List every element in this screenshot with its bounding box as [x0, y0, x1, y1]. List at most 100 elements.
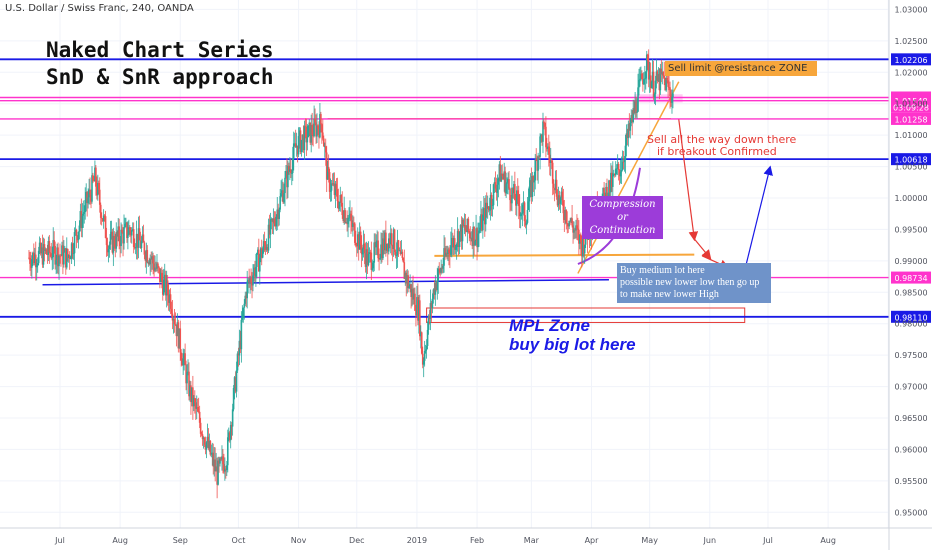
- candle-body-293: [312, 134, 314, 137]
- candle-body-607: [616, 163, 619, 169]
- candle-body-76: [101, 218, 104, 222]
- candle-body-181: [203, 437, 206, 445]
- candle-body-169: [192, 387, 194, 407]
- candle-body-404: [419, 332, 422, 337]
- candle-body-86: [111, 231, 114, 253]
- candle-body-133: [157, 263, 159, 267]
- candle-body-544: [555, 179, 558, 197]
- candle-body-108: [132, 229, 135, 248]
- candle-body-244: [264, 244, 267, 250]
- candle-body-130: [154, 267, 156, 271]
- candle-body-272: [291, 158, 294, 174]
- candle-body-256: [276, 209, 279, 217]
- candle-body-78: [103, 215, 106, 217]
- candle-body-557: [568, 220, 570, 227]
- candle-body-112: [136, 233, 139, 248]
- candle-body-308: [326, 167, 329, 180]
- candle-body-270: [290, 169, 292, 174]
- candle-body-439: [453, 238, 456, 250]
- candle-body-218: [239, 340, 242, 350]
- candle-body-95: [120, 229, 122, 247]
- candle-body-56: [82, 213, 85, 216]
- candle-body-637: [645, 54, 648, 72]
- candle-body-213: [234, 377, 237, 392]
- candle-body-334: [352, 223, 354, 227]
- candle-body-245: [265, 247, 268, 250]
- candle-body-13: [40, 247, 43, 254]
- candle-body-152: [175, 324, 178, 337]
- candle-body-276: [295, 145, 298, 148]
- candle-body-166: [189, 385, 191, 397]
- candle-body-618: [627, 123, 630, 139]
- candle-body-243: [263, 241, 266, 245]
- candle-body-328: [346, 222, 348, 225]
- candle-body-19: [46, 254, 49, 256]
- candle-body-172: [194, 402, 197, 409]
- candle-body-644: [652, 71, 655, 98]
- candle-body-629: [638, 79, 640, 88]
- compression-note-line-1: Compression: [589, 199, 656, 210]
- candle-body-232: [253, 267, 255, 276]
- candle-body-312: [330, 183, 333, 191]
- candle-body-192: [214, 459, 216, 472]
- candle-body-488: [501, 173, 504, 177]
- candle-body-333: [351, 220, 353, 227]
- candle-body-306: [324, 146, 327, 153]
- candle-body-1: [29, 257, 31, 264]
- candle-body-387: [403, 262, 406, 279]
- candle-body-4: [32, 252, 34, 260]
- candle-body-417: [432, 289, 435, 299]
- candle-body-617: [626, 133, 629, 139]
- candle-body-555: [566, 223, 569, 224]
- candle-body-422: [437, 268, 440, 281]
- candle-body-344: [361, 248, 364, 255]
- candle-body-429: [444, 248, 446, 256]
- candle-body-630: [639, 78, 641, 80]
- candle-body-189: [211, 452, 214, 454]
- candle-body-512: [524, 221, 527, 226]
- candle-body-68: [94, 167, 96, 182]
- candle-body-264: [284, 177, 286, 194]
- candle-body-425: [440, 267, 442, 273]
- candle-body-478: [491, 205, 494, 206]
- candle-body-339: [356, 234, 359, 247]
- candle-body-107: [131, 229, 134, 231]
- candle-body-543: [554, 179, 557, 191]
- y-tick-label-16: 0.95000: [894, 508, 927, 517]
- candle-body-82: [107, 249, 110, 253]
- candle-body-349: [366, 249, 369, 266]
- candle-body-636: [644, 71, 647, 79]
- candle-body-58: [84, 199, 87, 213]
- candle-body-415: [430, 303, 433, 309]
- candle-body-345: [362, 243, 365, 249]
- candle-body-227: [248, 279, 250, 283]
- candle-body-205: [226, 437, 229, 466]
- candle-body-529: [541, 134, 543, 142]
- candle-body-99: [124, 223, 126, 228]
- candle-body-525: [537, 156, 539, 171]
- candle-body-289: [308, 122, 311, 126]
- candle-body-558: [569, 220, 571, 222]
- candle-body-88: [113, 235, 116, 247]
- candle-body-291: [310, 125, 312, 143]
- candle-body-358: [375, 241, 377, 248]
- candle-body-350: [367, 253, 370, 266]
- candle-body-135: [159, 268, 161, 283]
- y-tick-label-3: 1.01500: [894, 100, 927, 109]
- candle-body-459: [473, 226, 475, 246]
- candle-body-151: [174, 323, 177, 325]
- candle-body-54: [80, 211, 83, 228]
- candle-body-21: [48, 241, 51, 253]
- level-tag-label-0: 1.02206: [894, 56, 927, 65]
- candle-body-561: [572, 225, 574, 233]
- candle-body-307: [325, 152, 328, 180]
- candle-body-436: [451, 237, 453, 246]
- candle-body-290: [309, 122, 312, 143]
- candle-body-310: [328, 172, 331, 192]
- candle-body-330: [348, 217, 350, 219]
- candle-body-523: [535, 159, 538, 161]
- candle-body-376: [392, 229, 395, 249]
- candle-body-366: [383, 238, 385, 251]
- candle-body-188: [210, 453, 213, 455]
